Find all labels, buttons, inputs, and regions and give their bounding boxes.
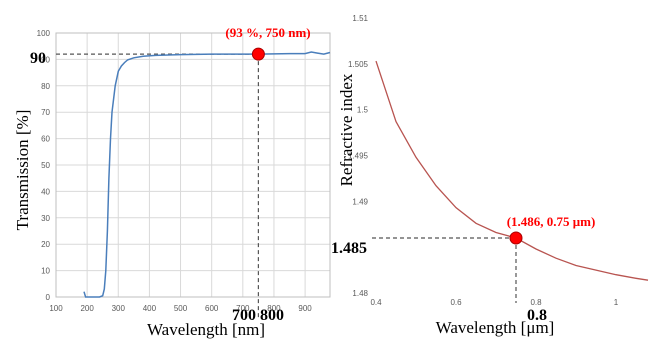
refractive-x-tick-label: 1 <box>614 298 619 307</box>
refractive-index-curve <box>375 60 649 281</box>
refractive-x-ticks: 0.4 0.6 0.8 1 <box>370 298 618 307</box>
refractive-highlight-label: (1.486, 0.75 μm) <box>507 214 596 229</box>
transmission-x-tick-label: 800 <box>267 304 281 313</box>
refractive-y-tick-label: 1.505 <box>348 60 369 69</box>
transmission-highlight-label: (93 %, 750 nm) <box>225 25 310 40</box>
transmission-x-tick-label: 200 <box>80 304 94 313</box>
transmission-x-tick-label: 700 <box>236 304 250 313</box>
transmission-x-tick-label: 600 <box>205 304 219 313</box>
transmission-guide-lines <box>56 53 259 318</box>
transmission-y-tick-label: 80 <box>41 82 50 91</box>
transmission-x-axis-title: Wavelength [nm] <box>147 320 265 339</box>
transmission-y-tick-label: 10 <box>41 267 50 276</box>
refractive-x-tick-label: 0.4 <box>370 298 382 307</box>
refractive-y-tick-label: 1.5 <box>357 106 369 115</box>
transmission-highlight-point <box>251 47 265 61</box>
transmission-emphasized-x-label: 700 800 <box>232 307 284 324</box>
transmission-x-tick-label: 900 <box>298 304 312 313</box>
transmission-emphasized-y-label: 90 <box>30 50 46 67</box>
refractive-emphasized-y-label: 1.485 <box>331 240 367 257</box>
transmission-gridlines <box>55 32 330 298</box>
refractive-index-chart: 1.48 1.49 1.495 1.5 1.505 1.51 0.4 0.6 0.8 1 (1.… <box>331 14 649 337</box>
refractive-y-tick-label: 1.495 <box>348 152 369 161</box>
transmission-chart: 0 10 20 30 40 50 60 70 80 90 100 100 200 300 400 500 60… <box>13 25 331 339</box>
refractive-y-tick-label: 1.48 <box>352 289 368 298</box>
refractive-x-tick-label: 0.8 <box>530 298 542 307</box>
transmission-y-axis-title: Transmission [%] <box>13 110 32 231</box>
transmission-y-tick-label: 0 <box>46 293 51 302</box>
refractive-guide-lines <box>372 237 517 303</box>
transmission-y-tick-label: 70 <box>41 108 50 117</box>
transmission-y-tick-label: 20 <box>41 240 50 249</box>
transmission-x-tick-label: 100 <box>49 304 63 313</box>
transmission-y-tick-label: 50 <box>41 161 50 170</box>
transmission-x-tick-label: 500 <box>174 304 188 313</box>
refractive-y-ticks: 1.48 1.49 1.495 1.5 1.505 1.51 <box>348 14 369 298</box>
transmission-curve <box>83 51 331 298</box>
transmission-y-tick-label: 60 <box>41 135 50 144</box>
refractive-x-axis-title: Wavelength [μm] <box>436 318 555 337</box>
refractive-highlight-point <box>509 231 523 245</box>
transmission-y-tick-label: 90 <box>41 55 50 64</box>
refractive-y-axis-title: Refractive index <box>337 73 356 186</box>
refractive-y-tick-label: 1.49 <box>352 197 368 206</box>
transmission-x-ticks: 100 200 300 400 500 600 700 800 900 <box>49 304 312 313</box>
transmission-y-tick-label: 40 <box>41 187 50 196</box>
transmission-y-tick-label: 100 <box>37 29 51 38</box>
transmission-y-ticks: 0 10 20 30 40 50 60 70 80 90 100 <box>37 29 51 302</box>
refractive-emphasized-x-label: 0.8 <box>527 307 547 324</box>
refractive-x-tick-label: 0.6 <box>450 298 462 307</box>
refractive-y-tick-label: 1.51 <box>352 14 368 23</box>
transmission-x-tick-label: 300 <box>112 304 126 313</box>
transmission-x-tick-label: 400 <box>143 304 157 313</box>
transmission-plot-border <box>55 32 331 298</box>
transmission-y-tick-label: 30 <box>41 214 50 223</box>
